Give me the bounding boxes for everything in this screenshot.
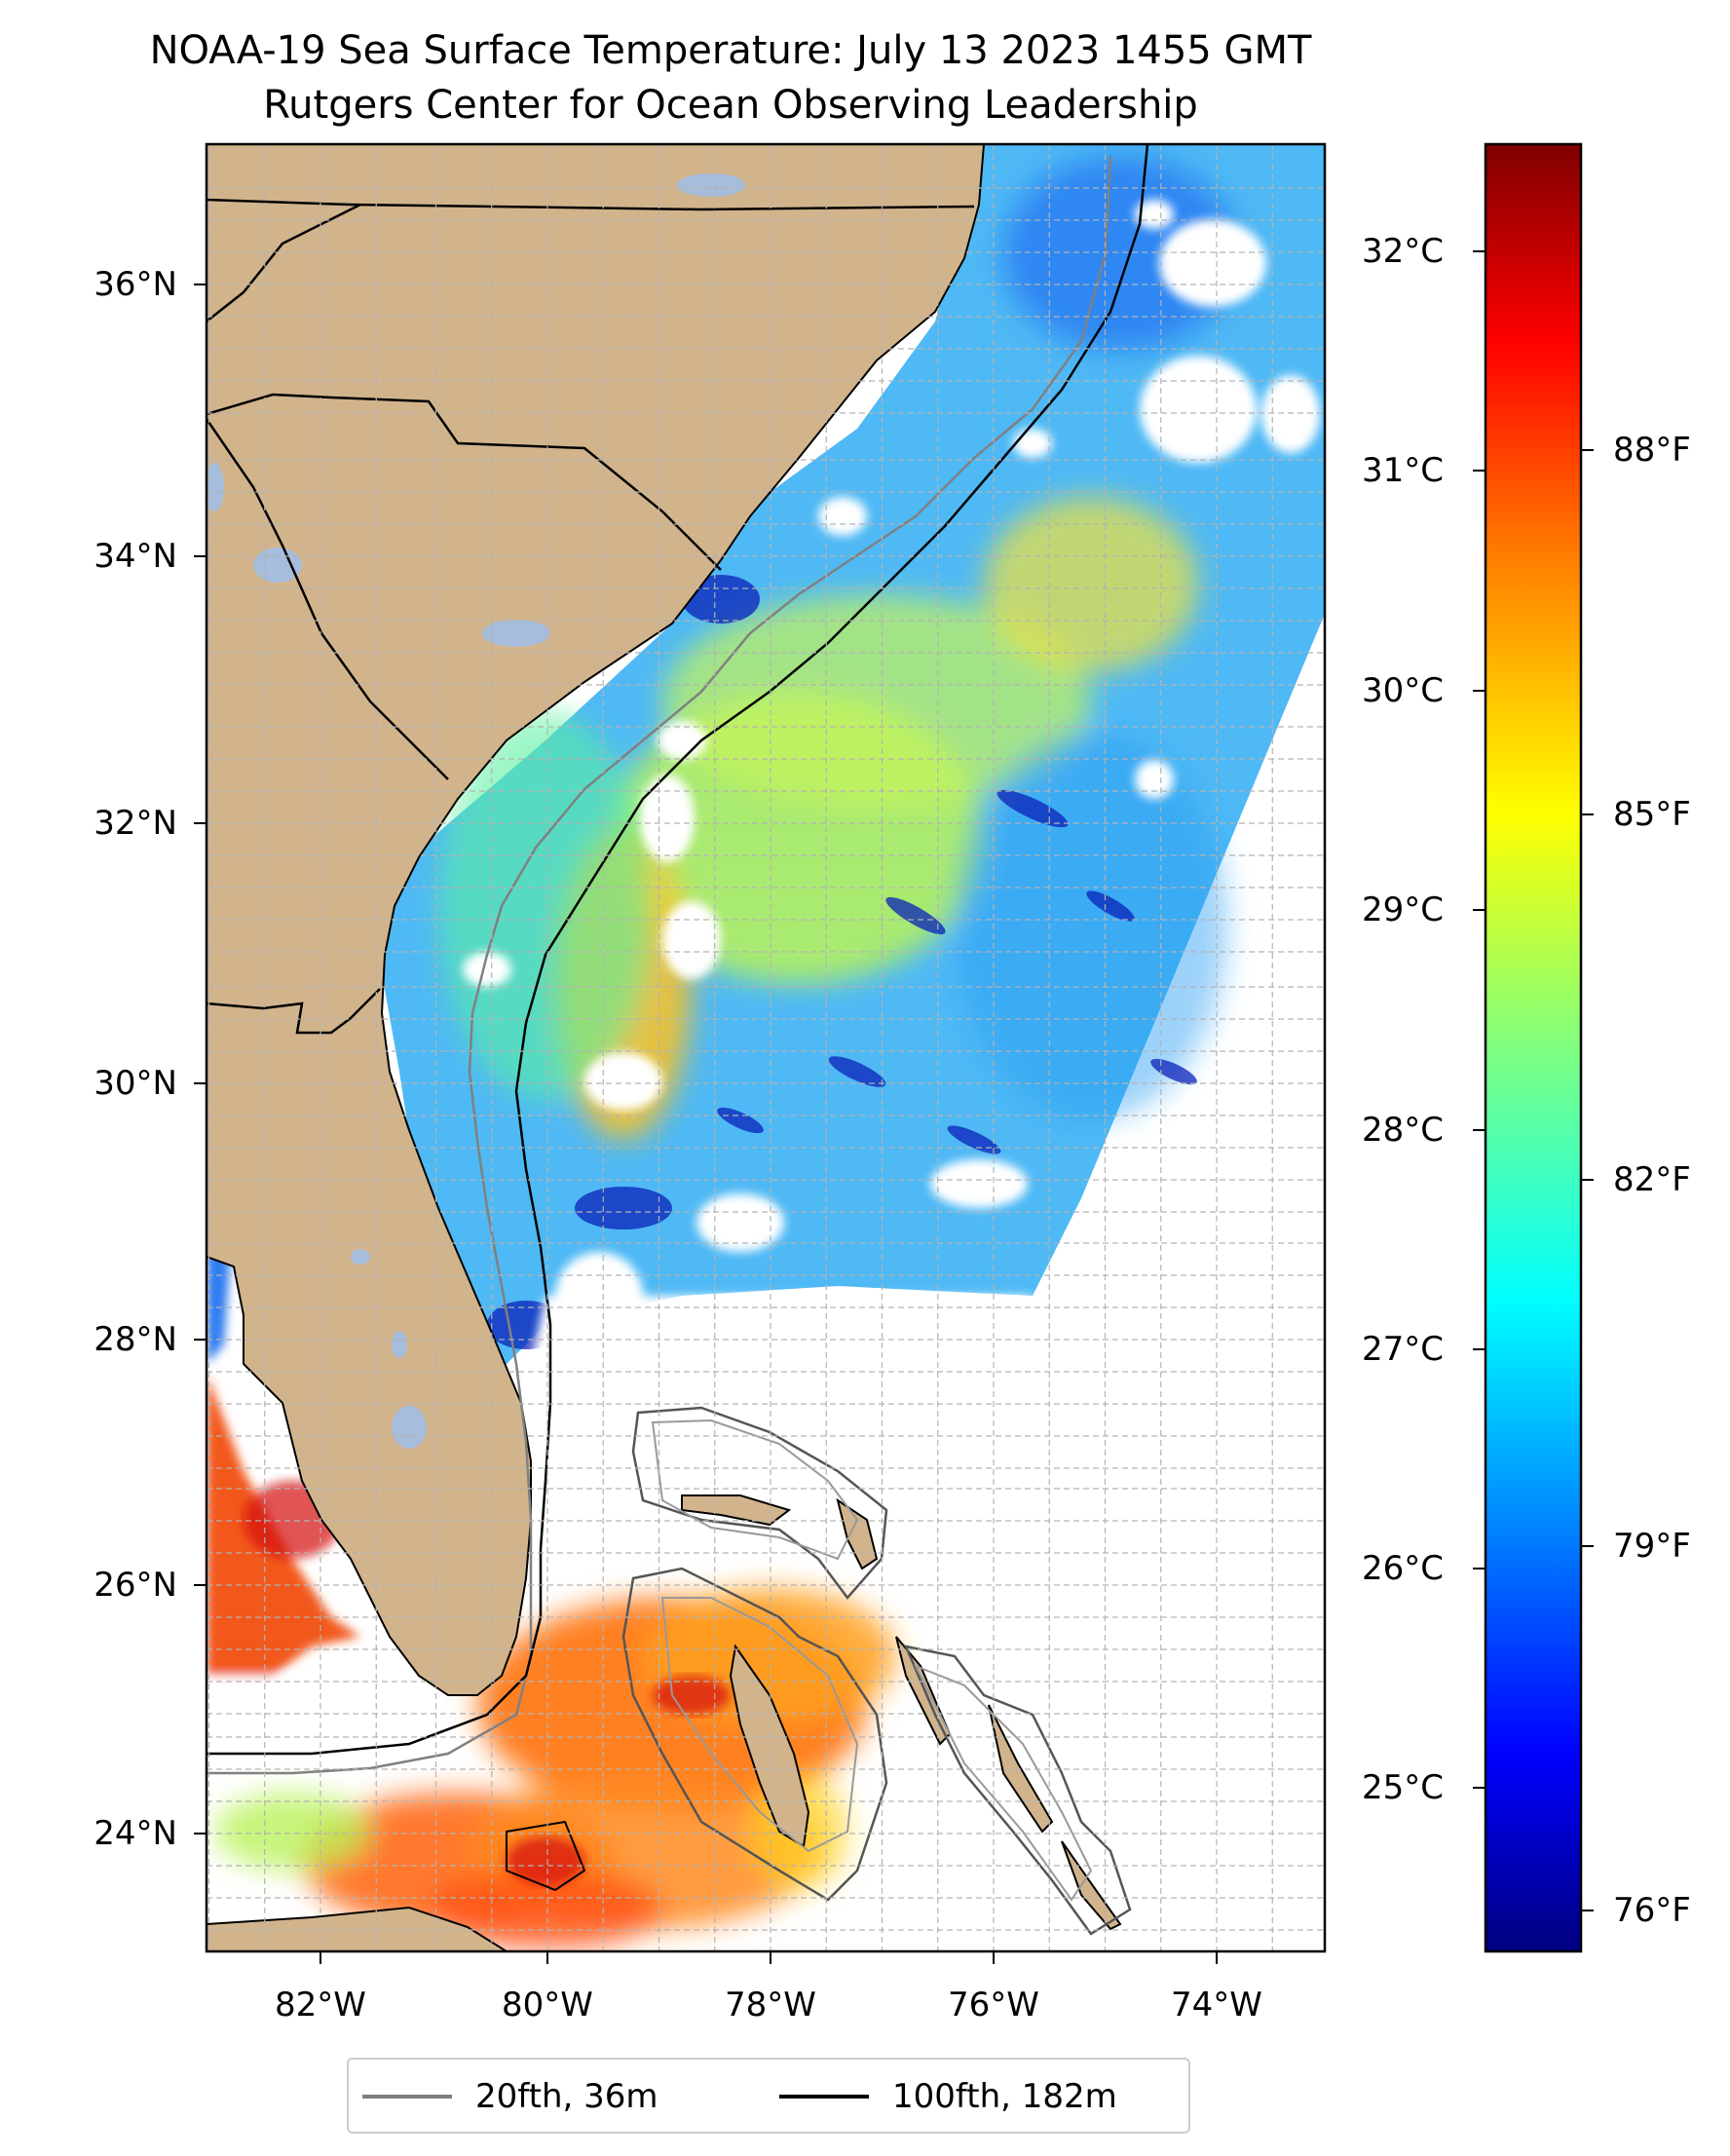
lon-tick-label: 78°W — [725, 1986, 816, 2024]
state-borders — [207, 198, 975, 1035]
lon-tick-label: 74°W — [1171, 1986, 1262, 2024]
colorbar-celsius-label: 31°C — [1362, 451, 1445, 490]
colorbar-fahrenheit-label: 88°F — [1613, 431, 1691, 470]
lat-tick-label: 28°N — [94, 1320, 177, 1359]
sst-east-cool — [955, 731, 1227, 1120]
colorbar-celsius-label: 30°C — [1362, 671, 1445, 710]
colorbar-celsius-label: 27°C — [1362, 1330, 1445, 1369]
lat-tick-label: 26°N — [94, 1566, 177, 1605]
colorbar-fahrenheit-label: 79°F — [1613, 1527, 1691, 1566]
lake-okeechobee — [392, 1406, 427, 1449]
lat-tick-label: 30°N — [94, 1064, 177, 1103]
colorbar — [1484, 142, 1583, 1953]
colorbar-fahrenheit-label: 82°F — [1613, 1160, 1691, 1199]
land-grand-bahama — [681, 1494, 792, 1527]
colorbar-celsius-label: 26°C — [1362, 1549, 1445, 1588]
lat-tick-label: 32°N — [94, 804, 177, 843]
land-us-southeast — [207, 144, 986, 1696]
colorbar-fahrenheit-label: 76°F — [1613, 1891, 1691, 1930]
legend-swatch-100fth — [779, 2095, 869, 2099]
lon-tick-label: 80°W — [502, 1986, 593, 2024]
chart-subtitle: Rutgers Center for Ocean Observing Leade… — [263, 83, 1198, 128]
sst-warm-band — [662, 594, 1091, 809]
chart-title: NOAA-19 Sea Surface Temperature: July 13… — [149, 28, 1312, 73]
land-exuma — [988, 1704, 1054, 1834]
colorbar-fahrenheit-label: 85°F — [1613, 795, 1691, 834]
legend-label-100fth: 100fth, 182m — [892, 2077, 1117, 2116]
lat-tick-label: 24°N — [94, 1814, 177, 1853]
sst-north-cool — [1003, 156, 1237, 351]
colorbar-celsius-label: 29°C — [1362, 890, 1445, 929]
legend-label-20fth: 20fth, 36m — [475, 2077, 658, 2116]
colorbar-celsius-label: 25°C — [1362, 1768, 1445, 1807]
colorbar-celsius-label: 32°C — [1362, 232, 1445, 271]
land-andros — [729, 1644, 810, 1848]
lon-tick-label: 82°W — [275, 1986, 366, 2024]
lon-tick-label: 76°W — [948, 1986, 1039, 2024]
legend: 20fth, 36m 100fth, 182m — [347, 2058, 1190, 2134]
land-long-island — [1061, 1840, 1122, 1931]
land-abaco — [836, 1497, 879, 1570]
map-frame — [205, 142, 1327, 1953]
isobath-100fth — [207, 144, 1149, 1756]
lat-tick-label: 36°N — [94, 265, 177, 304]
sst-ne-warm — [984, 497, 1198, 672]
colorbar-celsius-label: 28°C — [1362, 1111, 1445, 1150]
legend-swatch-20fth — [362, 2095, 452, 2099]
lat-tick-label: 34°N — [94, 537, 177, 576]
